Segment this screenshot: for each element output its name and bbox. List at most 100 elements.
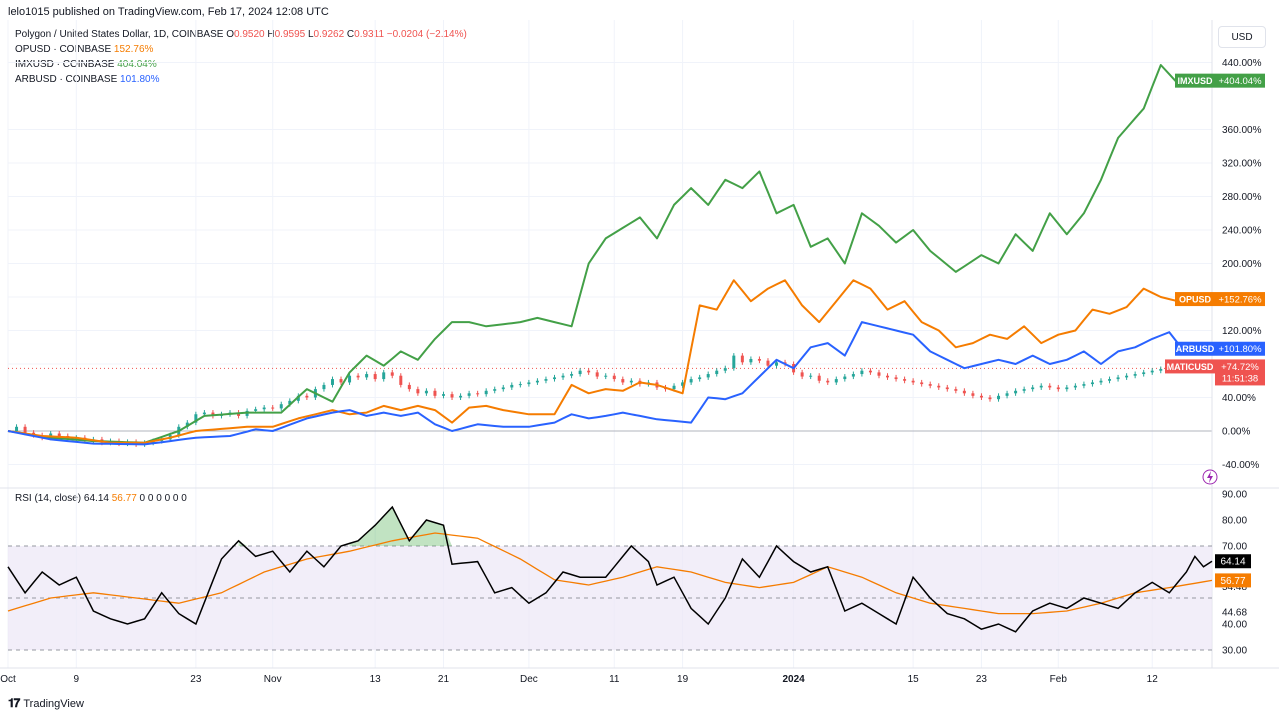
candle <box>467 390 471 399</box>
candle <box>817 373 821 384</box>
rsi-axis-tag: 64.14 <box>1215 554 1251 569</box>
candle-body <box>185 422 189 427</box>
candle-body <box>578 370 582 375</box>
candle <box>365 371 369 380</box>
price-tick-label: 280.00% <box>1222 192 1262 203</box>
candle <box>689 376 693 385</box>
price-tick-label: 40.00% <box>1222 393 1256 404</box>
candle <box>1022 386 1026 394</box>
candle <box>561 373 565 380</box>
candle <box>237 410 241 419</box>
candle <box>433 388 437 399</box>
candle-body <box>407 384 411 390</box>
compare-value: 152.76% <box>113 44 154 55</box>
matic-axis-tag: MATICUSD +74.72%11:51:38 <box>1165 359 1265 386</box>
time-tick-label: Dec <box>520 674 538 685</box>
candle-body <box>296 395 300 401</box>
price-tick-label: 440.00% <box>1222 58 1262 69</box>
candle <box>1082 381 1086 389</box>
low-label: L <box>307 29 314 40</box>
rsi-legend[interactable]: RSI (14, close) 64.14 56.77 0 0 0 0 0 0 <box>15 493 187 504</box>
candle-body <box>595 372 599 377</box>
candle <box>851 371 855 380</box>
main-symbol-legend[interactable]: Polygon / United States Dollar, 1D, COIN… <box>15 27 467 42</box>
change-value: −0.0204 (−2.14%) <box>386 29 467 40</box>
arb-axis-tag: ARBUSD +101.80% <box>1175 341 1265 356</box>
candle <box>757 356 761 364</box>
price-tick-label: 120.00% <box>1222 326 1262 337</box>
candle <box>1014 388 1018 396</box>
lightning-icon-bolt[interactable] <box>1207 471 1213 483</box>
tradingview-footer[interactable]: 𝟏𝟕 TradingView <box>8 696 84 711</box>
candle-body <box>552 377 556 380</box>
candle <box>476 390 480 397</box>
candle-body <box>441 394 445 396</box>
candle-body <box>476 393 480 395</box>
candle <box>595 369 599 380</box>
candle <box>1125 373 1129 380</box>
candle <box>271 405 275 411</box>
time-tick-label: 23 <box>190 674 202 685</box>
candle <box>834 376 838 385</box>
candle-body <box>450 394 454 398</box>
compare-legend-arb[interactable]: ARBUSD · COINBASE 101.80% <box>15 72 467 87</box>
candle-body <box>544 379 548 381</box>
candle-body <box>254 409 258 411</box>
rsi-ma-legend-value: 56.77 <box>111 493 137 504</box>
candle <box>1108 376 1112 384</box>
candle <box>604 373 608 380</box>
candle <box>185 420 189 430</box>
series-value-tag <box>1215 359 1265 386</box>
compare-legend-imx[interactable]: IMXUSD · COINBASE 404.04% <box>15 57 467 72</box>
candle-body <box>527 382 531 385</box>
time-tick-label: 11 <box>609 674 620 685</box>
candle <box>510 382 514 390</box>
candle <box>527 379 531 387</box>
candle <box>766 358 770 369</box>
candle <box>775 359 779 369</box>
candle-body <box>390 372 394 376</box>
candle-body <box>1065 387 1069 390</box>
series-name-tag <box>1175 73 1215 88</box>
candle <box>1048 383 1052 390</box>
candle <box>535 378 539 385</box>
tv-logo-icon: 𝟏𝟕 <box>8 696 20 710</box>
candle <box>1056 384 1060 392</box>
candle <box>988 394 992 402</box>
candle <box>322 382 326 392</box>
op-line <box>7 279 1179 444</box>
candle-body <box>749 358 753 363</box>
candle-body <box>868 370 872 373</box>
candle <box>740 353 744 365</box>
rsi-tick-label: 80.00 <box>1222 516 1247 527</box>
candle <box>1099 378 1103 385</box>
candle <box>920 379 924 387</box>
candle-body <box>535 380 539 383</box>
rsi-ma-value-tag <box>1215 573 1251 588</box>
candle-body <box>604 375 608 377</box>
compare-legend-op[interactable]: OPUSD · COINBASE 152.76% <box>15 42 467 57</box>
candle <box>424 388 428 396</box>
candle <box>1039 383 1043 390</box>
candle-body <box>920 382 924 385</box>
compare-value: 101.80% <box>120 74 160 85</box>
candle-body <box>886 375 890 378</box>
imx-line <box>7 64 1179 444</box>
rsi-tick-label: 70.00 <box>1222 542 1247 553</box>
compare-name: IMXUSD · COINBASE <box>15 59 115 70</box>
rsi-band <box>8 545 1212 651</box>
rsi-legend-value: 64.14 <box>83 493 109 504</box>
candle-body <box>271 407 275 409</box>
lightning-icon[interactable] <box>1202 469 1218 485</box>
time-tick-label: 23 <box>976 674 988 685</box>
candle <box>441 391 445 399</box>
candle <box>629 378 633 385</box>
time-tick-label: 9 <box>74 674 80 685</box>
candle <box>390 369 394 379</box>
candle <box>723 365 727 374</box>
currency-button[interactable]: USD <box>1218 26 1266 48</box>
candle-body <box>962 390 966 394</box>
time-axis[interactable]: Oct 9 23 Nov 13 21 Dec 11 19 2024 15 23 Feb 12 <box>0 674 1158 685</box>
candle <box>937 383 941 390</box>
